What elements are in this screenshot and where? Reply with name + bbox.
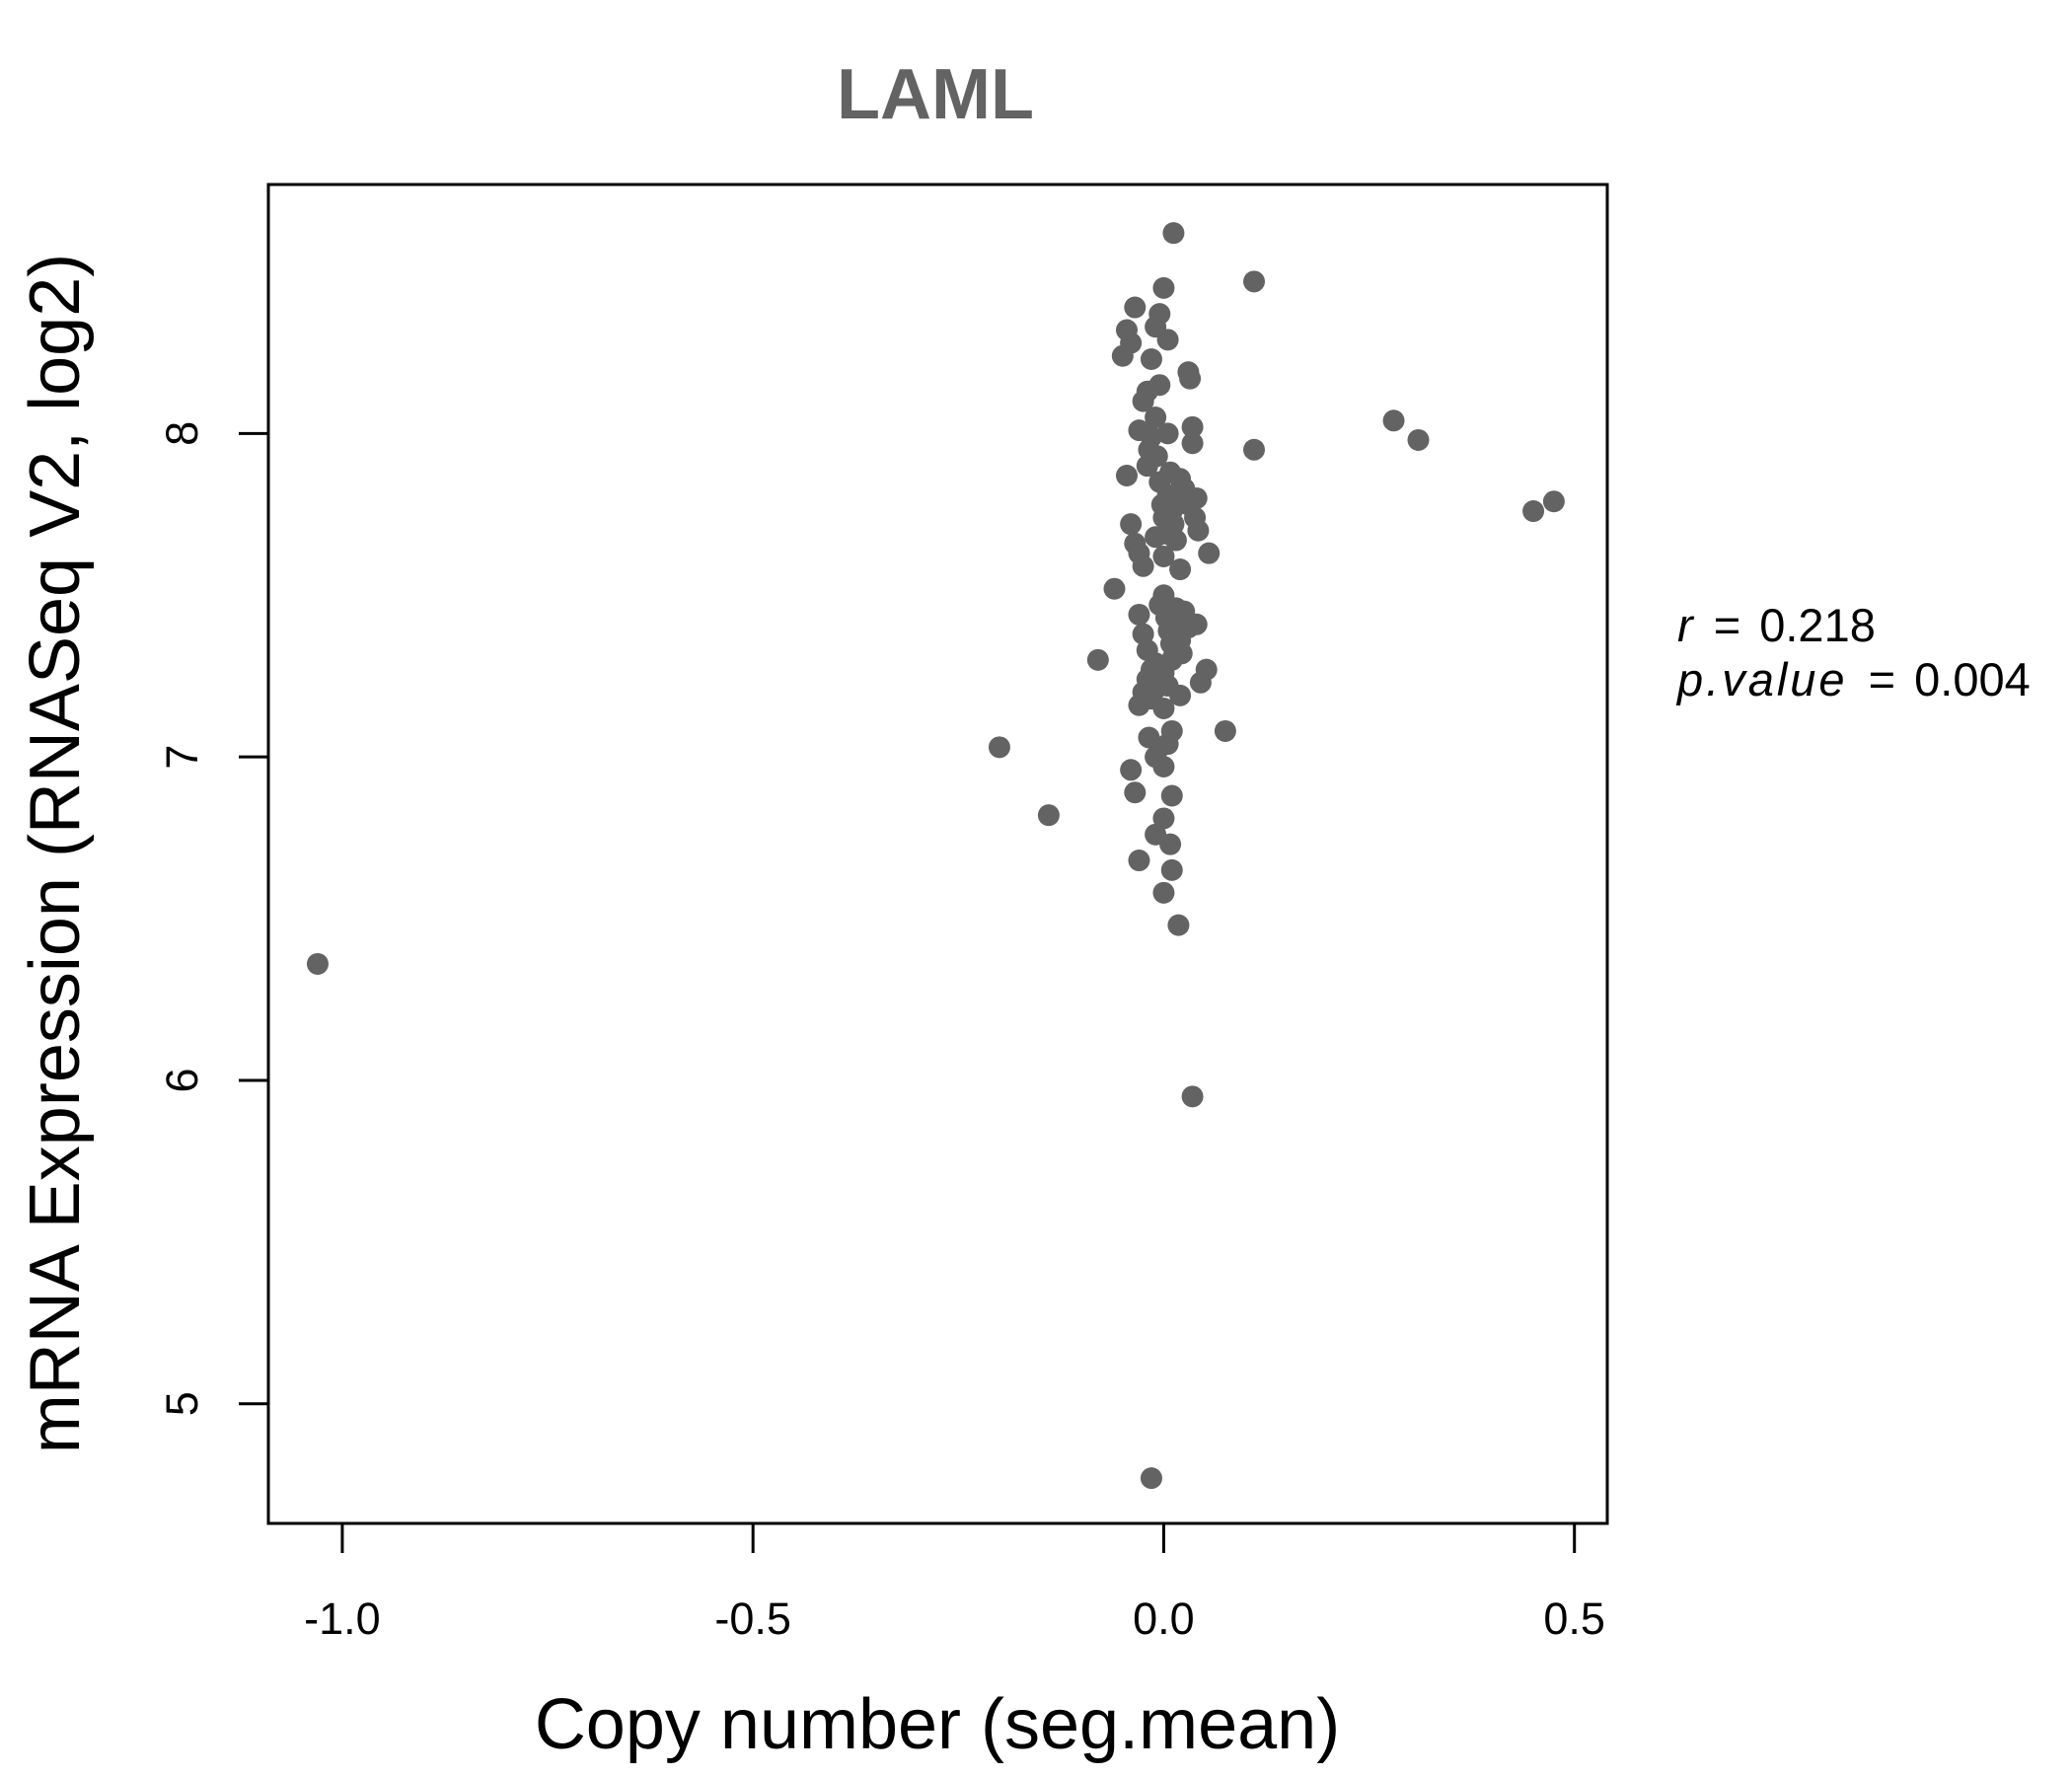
x-tick-label: -1.0 xyxy=(304,1593,381,1644)
data-point xyxy=(1243,438,1266,461)
data-point xyxy=(1132,555,1154,577)
y-tick-label: 7 xyxy=(157,745,207,770)
data-point xyxy=(1146,445,1168,468)
data-point xyxy=(1243,270,1266,293)
data-point xyxy=(1181,1085,1204,1108)
data-point xyxy=(1160,784,1183,807)
data-point xyxy=(1152,276,1175,299)
data-point xyxy=(1181,432,1204,455)
plot-frame xyxy=(266,183,1609,1525)
data-point xyxy=(1152,756,1175,777)
data-point xyxy=(1156,422,1179,445)
x-tick-label: 0.5 xyxy=(1543,1593,1605,1644)
p-label: p.value xyxy=(1675,653,1848,705)
p-stat-line: p.value = 0.004 xyxy=(1675,653,2031,705)
data-point xyxy=(1198,542,1221,564)
x-axis: -1.0 -0.5 0.0 0.5 xyxy=(304,1521,1605,1644)
data-point xyxy=(1169,558,1192,581)
r-label: r xyxy=(1677,599,1695,651)
data-point xyxy=(1152,698,1175,719)
data-point xyxy=(1037,804,1060,827)
r-equals: = xyxy=(1714,599,1740,651)
data-point xyxy=(1382,409,1405,432)
data-point xyxy=(1181,415,1204,438)
data-point xyxy=(1120,513,1143,536)
data-point xyxy=(1179,367,1202,390)
data-point xyxy=(1115,465,1138,486)
data-point xyxy=(1152,807,1175,830)
data-point xyxy=(1128,603,1150,626)
r-stat-line: r = 0.218 xyxy=(1677,599,1876,651)
data-point xyxy=(1103,577,1126,600)
y-tick-label: 5 xyxy=(157,1391,207,1416)
data-point xyxy=(1407,428,1430,451)
data-point xyxy=(1160,719,1183,742)
data-point xyxy=(1159,833,1182,855)
data-point xyxy=(1164,529,1187,552)
data-point xyxy=(1160,648,1183,671)
p-equals: = xyxy=(1869,653,1895,705)
data-point xyxy=(1522,500,1545,523)
correlation-stats: r = 0.218 p.value = 0.004 xyxy=(1675,599,2031,705)
data-point xyxy=(1152,881,1175,904)
data-point xyxy=(988,736,1010,759)
data-point xyxy=(1160,858,1183,881)
data-point xyxy=(1214,719,1236,742)
data-point xyxy=(1120,759,1143,781)
data-point xyxy=(1542,490,1565,513)
data-point xyxy=(1167,914,1190,936)
data-point xyxy=(1187,519,1210,542)
data-point xyxy=(1124,296,1147,319)
data-point xyxy=(1120,332,1143,354)
x-tick-label: -0.5 xyxy=(714,1593,791,1644)
y-axis-label: mRNA Expression (RNASeq V2, log2) xyxy=(16,254,95,1453)
data-point xyxy=(1145,526,1167,549)
data-point xyxy=(1140,1467,1162,1490)
data-point xyxy=(1140,425,1162,448)
y-tick-label: 8 xyxy=(157,421,207,446)
p-value: 0.004 xyxy=(1914,653,2031,705)
data-point xyxy=(1136,668,1158,691)
data-point xyxy=(1162,222,1185,245)
data-point xyxy=(1156,329,1179,351)
data-point xyxy=(1169,684,1192,706)
data-point xyxy=(1124,781,1147,804)
y-tick-label: 6 xyxy=(157,1068,207,1092)
data-point xyxy=(1148,303,1171,326)
x-axis-label: Copy number (seg.mean) xyxy=(535,1685,1340,1764)
data-point xyxy=(1086,648,1109,671)
data-point xyxy=(1185,613,1208,635)
data-points xyxy=(306,222,1565,1490)
data-point xyxy=(1128,850,1150,872)
y-axis: 5 6 7 8 xyxy=(157,421,270,1416)
data-point xyxy=(1152,545,1175,567)
data-point xyxy=(1148,374,1171,397)
data-point xyxy=(1185,486,1208,509)
chart-title: LAML xyxy=(837,55,1034,134)
data-point xyxy=(1195,658,1218,681)
data-point xyxy=(306,952,329,975)
data-point xyxy=(1162,513,1185,536)
r-value: 0.218 xyxy=(1759,599,1876,651)
data-point xyxy=(1140,348,1162,370)
data-point xyxy=(1145,407,1167,428)
x-tick-label: 0.0 xyxy=(1133,1593,1195,1644)
